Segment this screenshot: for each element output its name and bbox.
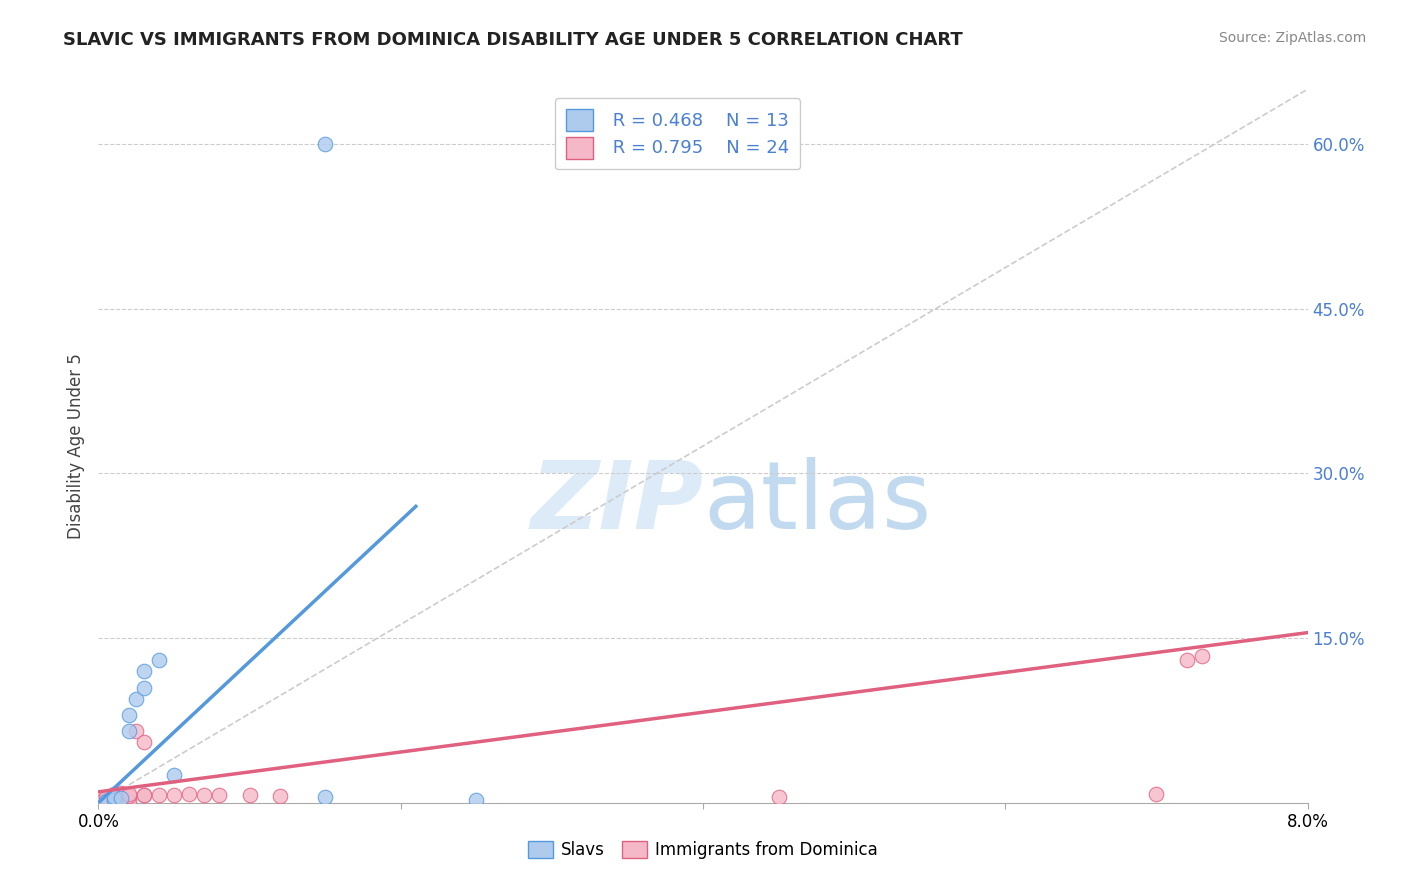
Point [132, 681, 155, 695]
Point [239, 788, 262, 802]
Point [269, 789, 291, 804]
Y-axis label: Disability Age Under 5: Disability Age Under 5 [66, 353, 84, 539]
Point [118, 789, 141, 804]
Point [118, 724, 141, 739]
Point [148, 653, 170, 667]
Point [148, 788, 170, 802]
Point [163, 768, 186, 782]
Point [193, 788, 215, 802]
Point [94, 794, 117, 808]
Point [110, 786, 132, 800]
Point [208, 788, 231, 802]
Point [91, 792, 114, 806]
Point [103, 792, 125, 806]
Point [118, 708, 141, 723]
Point [314, 137, 336, 152]
Point [125, 691, 148, 706]
Text: Source: ZipAtlas.com: Source: ZipAtlas.com [1219, 31, 1367, 45]
Point [132, 735, 155, 749]
Text: ZIP: ZIP [530, 457, 703, 549]
Point [314, 790, 336, 805]
Point [125, 724, 148, 739]
Point [103, 790, 125, 805]
Point [110, 791, 132, 805]
Point [118, 787, 141, 801]
Point [118, 794, 141, 808]
Point [94, 790, 117, 805]
Point [1191, 648, 1213, 663]
Point [132, 664, 155, 678]
Point [768, 790, 790, 805]
Point [1175, 653, 1198, 667]
Point [465, 792, 488, 806]
Point [1146, 787, 1168, 801]
Point [132, 788, 155, 802]
Point [103, 794, 125, 808]
Legend: Slavs, Immigrants from Dominica: Slavs, Immigrants from Dominica [522, 834, 884, 866]
Point [179, 787, 201, 801]
Text: atlas: atlas [703, 457, 931, 549]
Point [110, 792, 132, 806]
Point [132, 788, 155, 802]
Point [103, 787, 125, 801]
Point [163, 788, 186, 802]
Text: SLAVIC VS IMMIGRANTS FROM DOMINICA DISABILITY AGE UNDER 5 CORRELATION CHART: SLAVIC VS IMMIGRANTS FROM DOMINICA DISAB… [63, 31, 963, 49]
